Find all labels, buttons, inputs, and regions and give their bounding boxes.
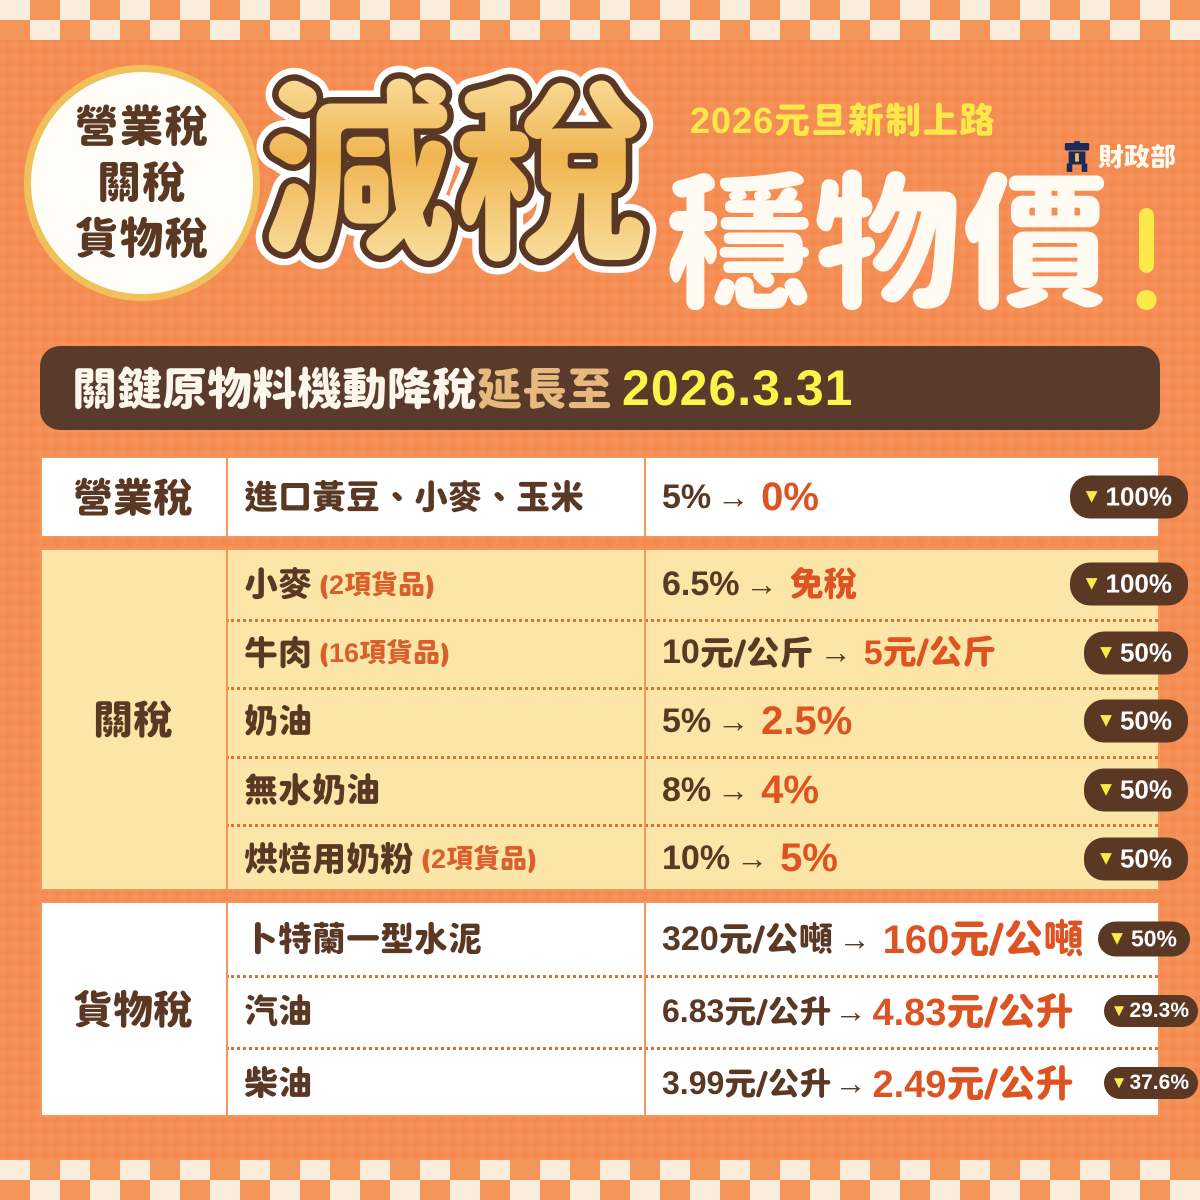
svg-text:穩物價: 穩物價	[665, 153, 1109, 328]
svg-text:減稅: 減稅	[260, 58, 650, 284]
